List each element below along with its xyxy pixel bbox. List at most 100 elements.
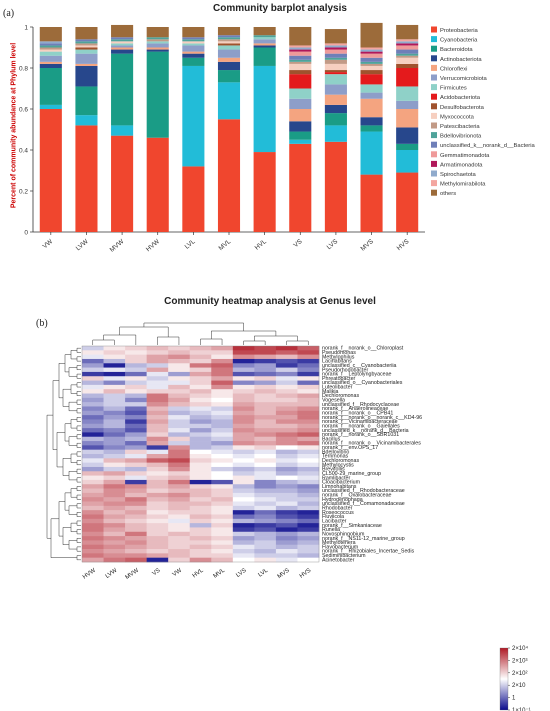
heat-cell bbox=[82, 488, 104, 494]
heat-cell bbox=[82, 505, 104, 511]
row-label: Sediminibacterium bbox=[322, 553, 366, 559]
bar-segment bbox=[360, 53, 383, 58]
heat-cell bbox=[275, 484, 298, 489]
bar-segment bbox=[39, 49, 62, 52]
row-label: norank_f__Anaerolineaceae bbox=[322, 406, 388, 412]
bar-segment bbox=[324, 74, 347, 85]
heat-cell bbox=[232, 363, 255, 368]
bar-segment bbox=[289, 98, 312, 109]
heat-cell bbox=[254, 402, 277, 407]
bar-segment bbox=[396, 41, 419, 44]
row-label: norank_f__norank_o__Vicinamibacterales bbox=[322, 441, 421, 447]
column-label: VW bbox=[172, 568, 184, 579]
heat-cell bbox=[146, 380, 169, 386]
heat-cell bbox=[211, 358, 234, 364]
heat-cell bbox=[168, 510, 191, 515]
heat-cell bbox=[297, 514, 320, 520]
heat-cell bbox=[103, 415, 126, 420]
heat-cell bbox=[103, 367, 126, 373]
heat-cell bbox=[125, 419, 147, 425]
dendrogram-link bbox=[58, 501, 65, 537]
dendrogram-link bbox=[76, 520, 81, 526]
heat-cell bbox=[275, 501, 298, 507]
heat-cell bbox=[82, 428, 104, 433]
heat-cell bbox=[103, 488, 126, 494]
color-legend-label: 1 bbox=[512, 696, 516, 702]
heat-cell bbox=[211, 527, 234, 533]
heat-cell bbox=[125, 449, 147, 455]
column-label: HVW bbox=[82, 568, 97, 581]
heat-cell bbox=[211, 531, 234, 537]
bar-segment bbox=[289, 109, 312, 122]
heat-cell bbox=[211, 497, 234, 502]
bar-segment bbox=[324, 70, 347, 73]
legend-label: Myxococcota bbox=[440, 114, 475, 120]
heat-cell bbox=[254, 523, 277, 528]
heat-cell bbox=[254, 406, 277, 412]
heat-cell bbox=[297, 423, 320, 429]
heat-cell bbox=[232, 544, 255, 550]
heat-cell bbox=[82, 419, 104, 425]
heat-cell bbox=[82, 475, 104, 481]
heat-cell bbox=[297, 488, 320, 494]
heat-cell bbox=[146, 531, 169, 537]
heat-cell bbox=[297, 536, 320, 541]
heat-cell bbox=[146, 397, 169, 403]
heat-cell bbox=[211, 514, 234, 520]
heat-cell bbox=[82, 544, 104, 550]
heat-cell bbox=[211, 454, 234, 459]
heat-cell bbox=[189, 475, 212, 481]
heat-cell bbox=[211, 428, 234, 433]
heat-cell bbox=[82, 454, 104, 459]
heat-cell bbox=[103, 436, 126, 442]
y-tick-label: 0 bbox=[24, 230, 28, 237]
bar-segment bbox=[289, 47, 312, 50]
row-label: Rhodobacter bbox=[322, 506, 353, 512]
heat-cell bbox=[297, 432, 320, 438]
bar-segment bbox=[396, 55, 419, 58]
heat-cell bbox=[275, 380, 298, 386]
heat-cell bbox=[211, 423, 234, 429]
heat-cell bbox=[168, 393, 191, 399]
legend-label: Bdellovibrionota bbox=[440, 134, 482, 140]
heat-cell bbox=[103, 458, 126, 463]
heat-cell bbox=[168, 466, 191, 472]
heat-cell bbox=[146, 428, 169, 433]
heat-cell bbox=[232, 428, 255, 433]
legend-label: Proteobacteria bbox=[440, 28, 478, 34]
bar-segment bbox=[146, 51, 169, 138]
heat-cell bbox=[232, 531, 255, 537]
dendrogram-link bbox=[58, 363, 65, 399]
dendrogram-link bbox=[68, 471, 77, 481]
heat-cell bbox=[297, 445, 320, 450]
heat-cell bbox=[146, 410, 169, 416]
heat-cell bbox=[168, 479, 191, 485]
bar-segment bbox=[396, 57, 419, 64]
row-label: norank_f__Oxalobacteraceae bbox=[322, 493, 392, 499]
heat-cell bbox=[275, 523, 298, 528]
heat-cell bbox=[232, 449, 255, 455]
heat-cell bbox=[211, 449, 234, 455]
bar-segment bbox=[217, 41, 241, 44]
heat-cell bbox=[232, 462, 255, 468]
heat-cell bbox=[275, 402, 298, 407]
bar-segment bbox=[289, 74, 312, 89]
heat-cell bbox=[125, 514, 147, 520]
heat-cell bbox=[125, 475, 147, 481]
heat-cell bbox=[275, 419, 298, 425]
heat-cell bbox=[254, 354, 277, 360]
row-label: Pseudorhodobacter bbox=[322, 367, 368, 373]
heat-cell bbox=[82, 367, 104, 373]
dendrogram-link bbox=[64, 354, 71, 373]
heat-cell bbox=[232, 536, 255, 541]
bar-segment bbox=[324, 63, 347, 71]
heat-cell bbox=[232, 557, 255, 563]
heat-cell bbox=[103, 549, 126, 554]
legend-swatch bbox=[431, 103, 437, 110]
heat-cell bbox=[232, 441, 255, 446]
heat-cell bbox=[211, 549, 234, 554]
bar-segment bbox=[217, 43, 241, 46]
heat-cell bbox=[189, 428, 212, 433]
bar-segment bbox=[289, 70, 312, 75]
